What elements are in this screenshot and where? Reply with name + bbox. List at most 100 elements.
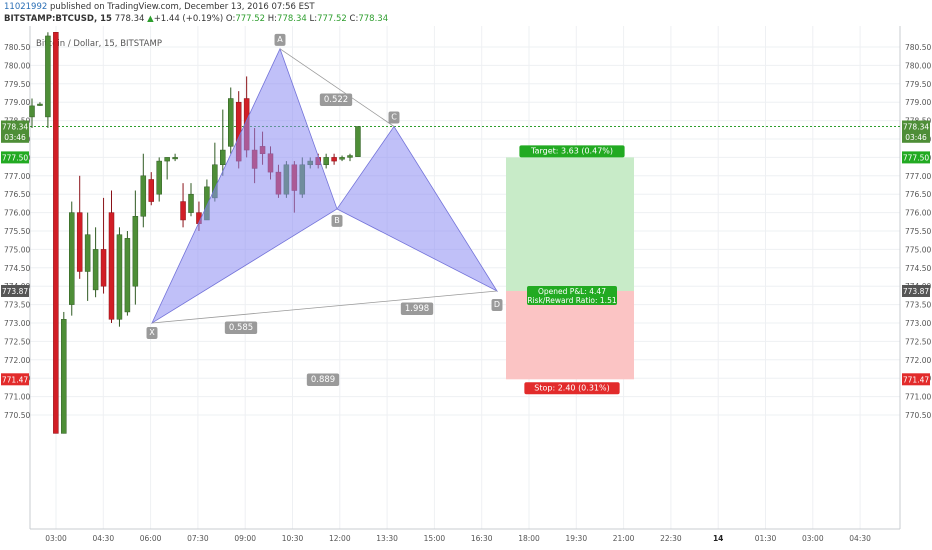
price-badge-left: 778.34 (1, 120, 29, 133)
price-badge-right-text: 778.34 (903, 122, 929, 131)
y-tick-label-left: 775.00 (4, 245, 30, 254)
pattern-point-a-bg (274, 33, 286, 46)
candle-body (100, 249, 107, 287)
candle-body (148, 179, 154, 202)
price-badge-right-bg (902, 120, 930, 133)
x-tick-label: 14 (713, 534, 723, 543)
last-price: 778.34 (114, 14, 145, 24)
candle-body (29, 105, 35, 118)
candle (69, 201, 75, 316)
pattern-point-d: D (491, 298, 503, 311)
x-tick-label: 03:00 (45, 534, 67, 543)
target-label: Target: 3.63 (0.47%) (519, 145, 625, 158)
pattern-point-c-bg (388, 111, 400, 124)
symbol-label: BITSTAMP:BTCUSD, 15 (4, 14, 112, 24)
pattern-ratio-label-bg (224, 321, 258, 334)
candle (156, 157, 162, 202)
publish-line: 11021992 published on TradingView.com, D… (4, 1, 315, 14)
candle (100, 197, 107, 294)
candle (140, 153, 147, 228)
candle (108, 190, 115, 323)
stop-label: Stop: 2.40 (0.31%) (524, 382, 620, 395)
candle-body (347, 155, 353, 158)
y-tick-label-left: 776.00 (4, 209, 30, 218)
pattern-ratio-label: 0.522 (319, 93, 353, 106)
pattern-point-c: C (388, 111, 400, 124)
entry-label-bg (527, 285, 617, 305)
price-badge-left-bg (1, 284, 29, 297)
candle (84, 212, 91, 301)
pattern-ratio-label: 0.889 (306, 373, 340, 386)
price-badge-right: 773.87 (902, 284, 930, 297)
y-tick-label-left: 780.00 (4, 61, 30, 70)
price-badge-right-text: 773.87 (903, 287, 929, 296)
y-tick-label-left: 776.50 (4, 190, 30, 199)
candle-body (61, 319, 67, 434)
target-label-text: Target: 3.63 (0.47%) (530, 146, 613, 155)
pattern-point-c-text: C (391, 112, 397, 121)
up-triangle-icon: ▲ (147, 14, 154, 24)
price-badge-right-text: 03:46 (905, 133, 927, 142)
price-change: +1.44 (+0.19%) (153, 14, 224, 24)
candle (92, 227, 99, 298)
pattern-point-x-bg (146, 327, 158, 339)
pattern-ratio-label: 1.998 (400, 302, 434, 315)
candle (61, 311, 67, 434)
x-tick-label: 15:00 (424, 534, 446, 543)
pattern-line-xd (151, 290, 498, 324)
candle-body (180, 201, 186, 221)
pattern-point-x-text: X (149, 328, 155, 337)
candle (355, 126, 361, 157)
x-tick-label: 22:30 (660, 534, 682, 543)
price-badge-left-text: 773.87 (2, 287, 28, 296)
y-tick-label-right: 776.00 (905, 209, 931, 218)
stop-zone (506, 290, 634, 380)
y-tick-label-left: 773.50 (4, 301, 30, 310)
candle (45, 32, 51, 128)
low-label: L: (309, 14, 318, 24)
candle (29, 98, 35, 128)
ohlc-line: BITSTAMP:BTCUSD, 15 778.34 ▲+1.44 (+0.19… (4, 13, 388, 26)
y-tick-label-left: 771.00 (4, 393, 30, 402)
candle (188, 183, 194, 217)
pattern-point-d-text: D (494, 300, 500, 309)
candle-body (69, 212, 75, 305)
candle (339, 155, 345, 162)
low-value: 777.52 (317, 14, 347, 24)
high-label: H: (267, 14, 278, 24)
y-tick-label-left: 780.50 (4, 43, 30, 52)
x-tick-label: 07:30 (187, 534, 209, 543)
pattern-point-b: B (331, 214, 343, 227)
close-label: C: (349, 14, 359, 24)
price-badge-left: 771.47 (1, 373, 29, 386)
candle-body (228, 98, 234, 147)
x-tick-label: 03:00 (802, 534, 824, 543)
x-tick-label: 21:00 (613, 534, 635, 543)
candle-body (132, 216, 139, 287)
user-id-link[interactable]: 11021992 (4, 2, 48, 12)
high-value: 778.34 (277, 14, 307, 24)
y-tick-label-left: 773.00 (4, 319, 30, 328)
candle-body (53, 32, 59, 434)
x-tick-label: 18:00 (518, 534, 540, 543)
pattern-ratio-label-text: 0.889 (311, 375, 335, 385)
pattern-triangle-bcd (336, 125, 499, 293)
y-tick-label-right: 772.00 (905, 356, 931, 365)
candle-body (355, 126, 361, 157)
pattern-point-b-text: B (334, 216, 340, 225)
x-tick-label: 16:30 (471, 534, 493, 543)
candle (172, 153, 178, 162)
plot-area (30, 26, 900, 529)
candle (180, 183, 186, 228)
price-badge-right-bg (902, 373, 930, 386)
open-value: 777.52 (235, 14, 266, 24)
pattern-point-x: X (146, 327, 158, 339)
candle (53, 32, 59, 434)
price-badge-left: 773.87 (1, 284, 29, 297)
price-chart[interactable]: Bitcoin / Dollar, 15, BITSTAMP 780.50 780.… (0, 26, 932, 550)
candle-body (156, 160, 162, 195)
price-badge-left: 777.50 (1, 151, 29, 164)
pattern-point-d-bg (491, 298, 503, 311)
pattern-point-b-bg (331, 214, 343, 227)
price-badge-left-text: 771.47 (2, 375, 28, 384)
